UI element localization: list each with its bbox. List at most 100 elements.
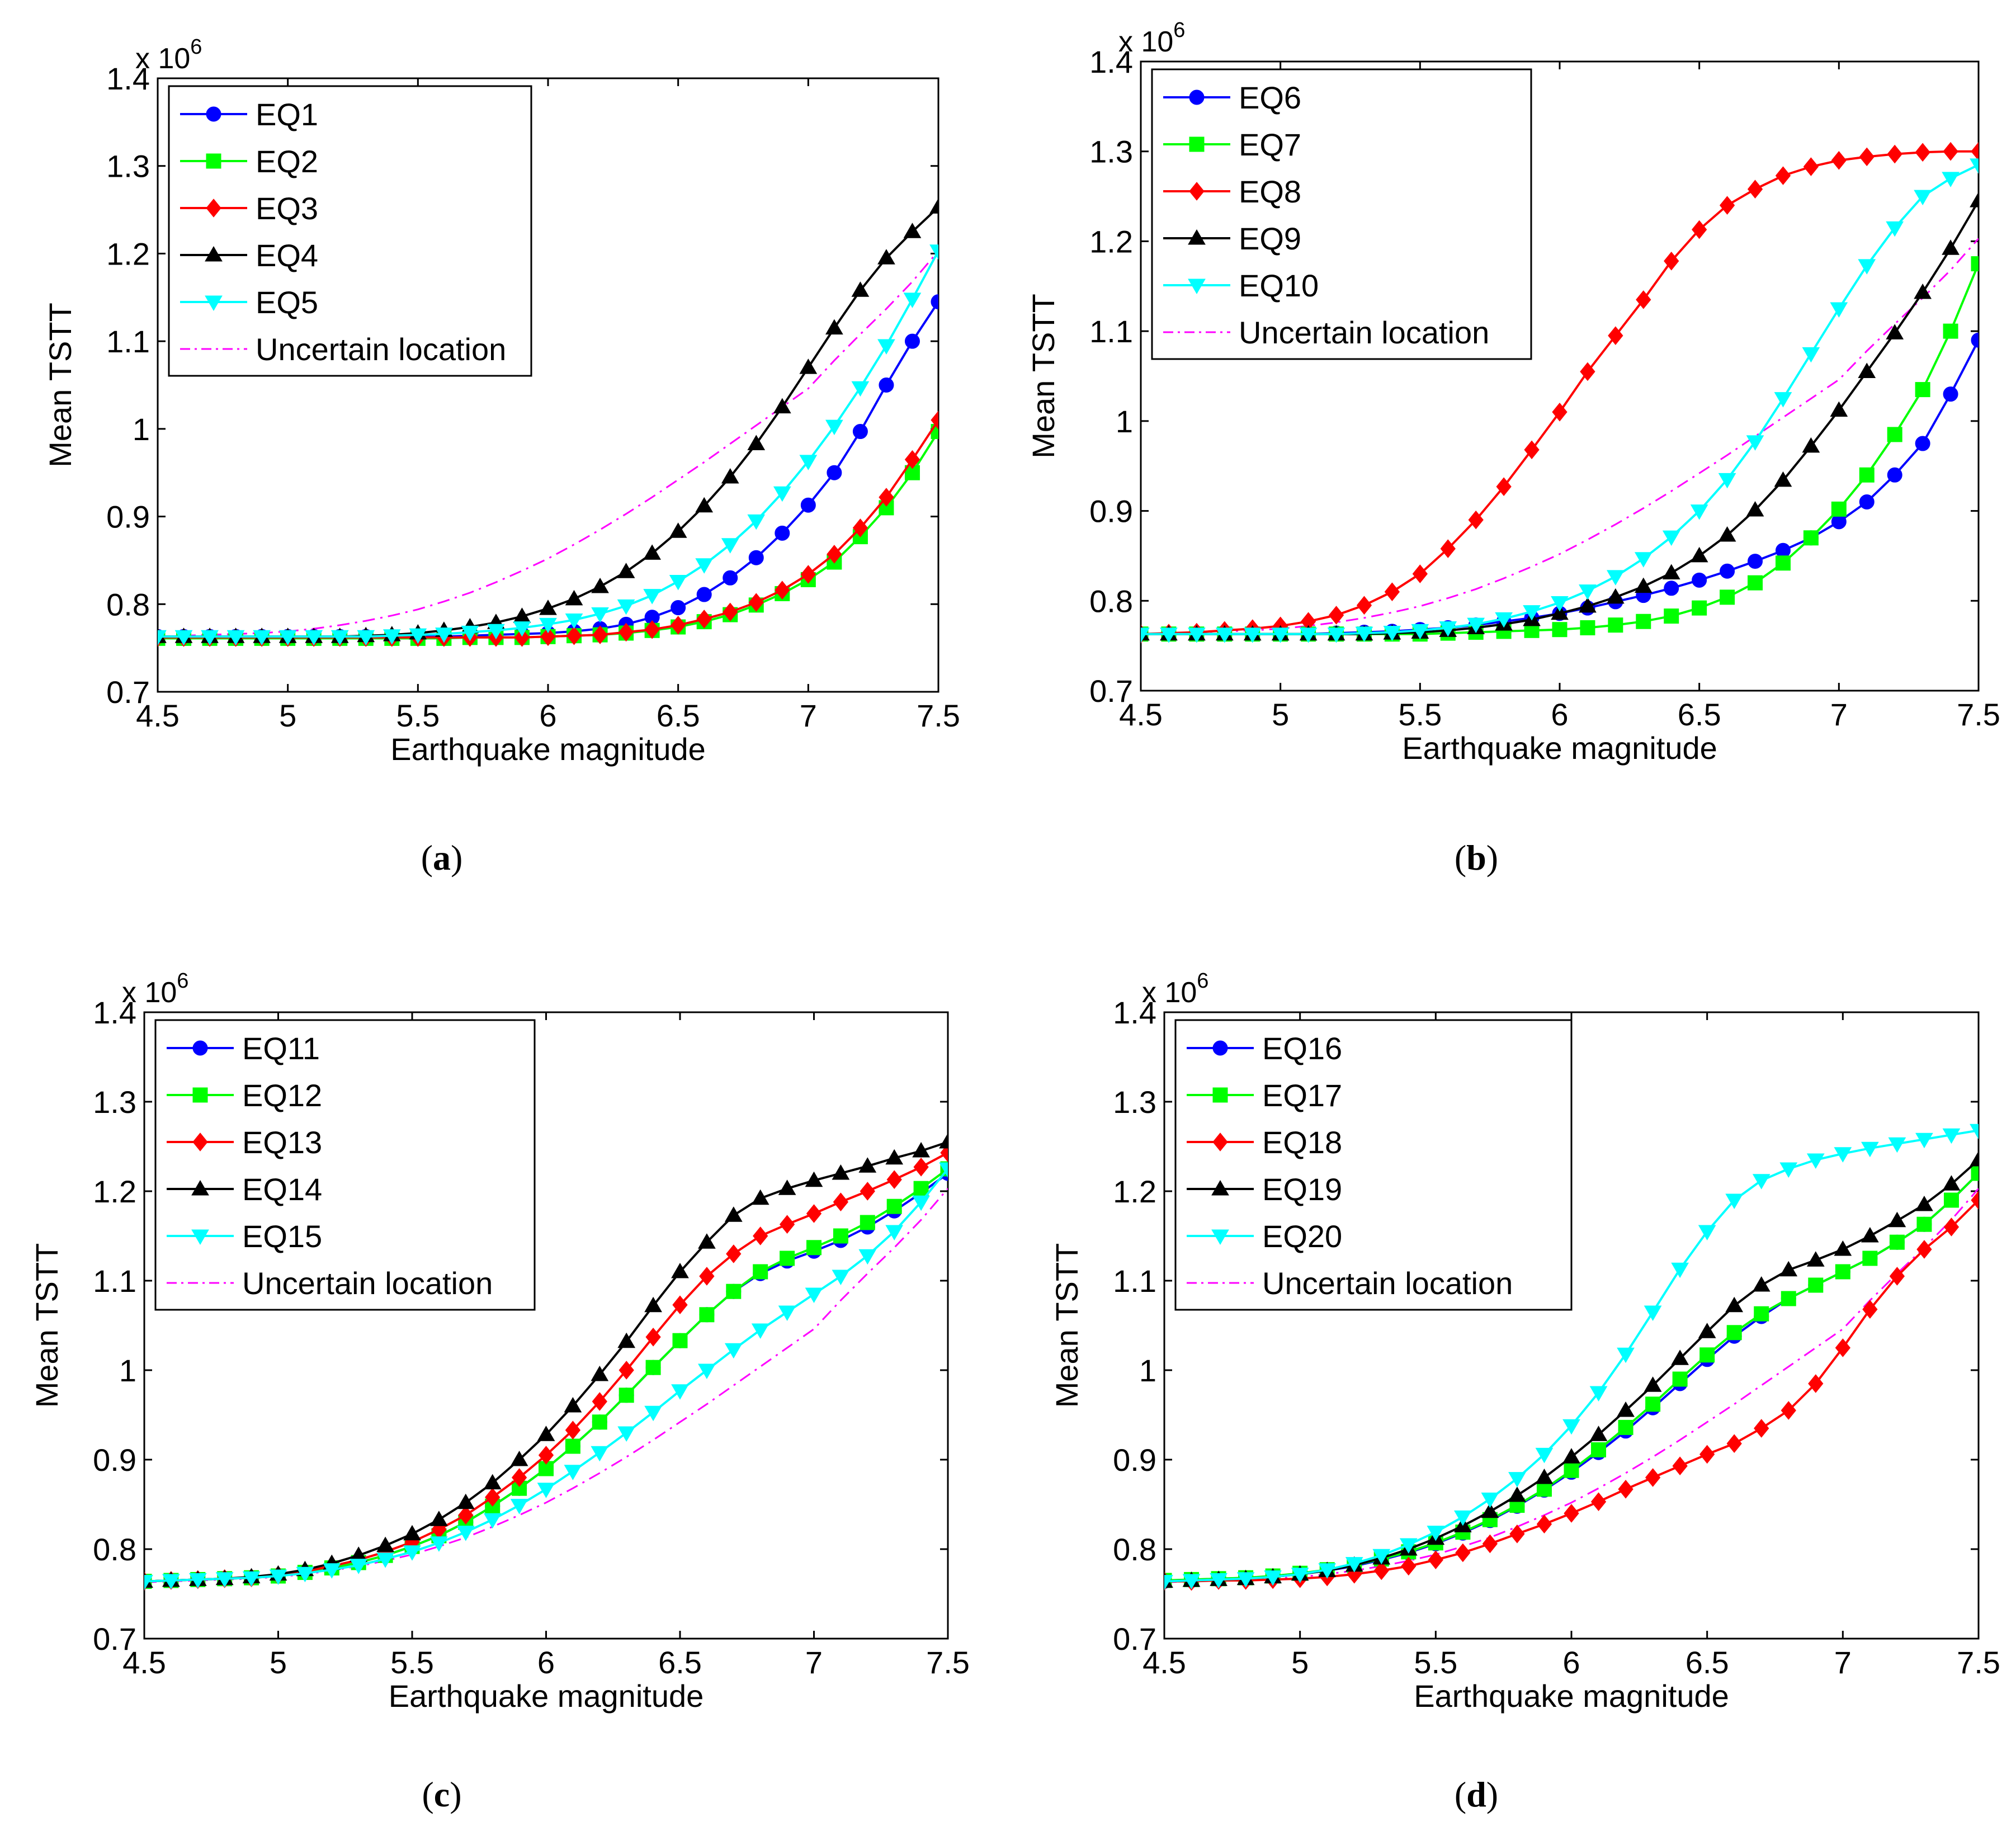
data-point [188, 1573, 207, 1589]
data-point [1591, 1442, 1607, 1457]
data-point [1634, 552, 1653, 568]
data-point [669, 522, 687, 538]
x-tick-label: 6.5 [1685, 1645, 1729, 1680]
data-point [487, 624, 505, 640]
data-point [323, 1563, 341, 1579]
data-point [539, 617, 557, 634]
data-point [724, 1206, 743, 1222]
data-point [1781, 1401, 1796, 1420]
data-point [645, 1328, 661, 1347]
data-point [672, 1333, 688, 1348]
data-point [617, 563, 635, 578]
data-point [162, 1574, 180, 1590]
data-point [1271, 627, 1290, 643]
x-tick-label: 7 [1830, 697, 1848, 732]
data-point [1726, 1434, 1742, 1453]
legend-marker [191, 1229, 209, 1245]
data-point [827, 465, 842, 480]
data-point [1887, 467, 1902, 483]
data-point [1802, 347, 1820, 363]
data-point [939, 1132, 948, 1149]
data-point [773, 486, 791, 502]
data-point [695, 558, 714, 574]
x-tick-label: 6 [537, 1645, 555, 1680]
data-point [1636, 290, 1651, 309]
data-point [1618, 1419, 1633, 1435]
data-point [1467, 617, 1485, 634]
data-point [1888, 1211, 1906, 1228]
x-tick-label: 5.5 [1414, 1645, 1457, 1680]
data-point [1835, 1264, 1850, 1280]
data-point [1580, 620, 1595, 635]
exponent-label: x 106 [1142, 969, 1208, 1009]
x-tick-label: 6.5 [1678, 697, 1721, 732]
data-point [1970, 1124, 1979, 1140]
data-point [1746, 435, 1764, 451]
data-point [1299, 627, 1318, 643]
data-point [1971, 332, 1979, 348]
data-point [825, 319, 843, 335]
data-point [726, 1283, 742, 1299]
data-point [1399, 1538, 1418, 1554]
data-point [566, 626, 582, 645]
exponent-base: x 10 [122, 976, 177, 1009]
y-tick-label: 1.1 [1113, 1263, 1156, 1299]
data-point [931, 294, 938, 310]
data-point [1808, 1374, 1824, 1393]
legend: EQ16 EQ17 EQ18 EQ19 EQ20 Uncertain location [1174, 1019, 1573, 1311]
exponent-base: x 10 [1142, 976, 1197, 1009]
data-point [1412, 564, 1428, 583]
data-point [1746, 501, 1764, 517]
data-point [430, 1511, 448, 1526]
legend-label: EQ4 [256, 238, 318, 273]
data-point [1664, 581, 1679, 596]
data-point [350, 1559, 368, 1574]
x-tick-label: 5.5 [396, 698, 440, 733]
data-point [1915, 1195, 1933, 1211]
caption-close: ) [1486, 838, 1498, 877]
data-point [723, 602, 738, 622]
data-point [1427, 1526, 1445, 1541]
legend-label: Uncertain location [1262, 1266, 1513, 1301]
data-point [644, 1296, 662, 1313]
caption-close: ) [1486, 1775, 1498, 1814]
data-point [832, 1164, 850, 1180]
data-point [833, 1192, 849, 1211]
caption-letter: c [434, 1775, 450, 1814]
data-point [671, 616, 686, 635]
data-point [242, 1571, 261, 1587]
plot-marks [1141, 141, 1979, 644]
data-point [1943, 141, 1958, 161]
data-point [1754, 1419, 1769, 1438]
y-tick-label: 1.4 [93, 995, 136, 1030]
data-point [1645, 1396, 1661, 1412]
data-point [1781, 1291, 1796, 1306]
x-tick-label: 6 [539, 698, 556, 733]
data-point [753, 1226, 768, 1245]
y-tick-label: 1.1 [93, 1263, 136, 1299]
legend-marker [1211, 1229, 1229, 1245]
data-point [357, 630, 375, 646]
data-point [1345, 1557, 1363, 1573]
data-point [1971, 1165, 1979, 1181]
data-point [1971, 1191, 1979, 1210]
data-point [1372, 1549, 1391, 1565]
data-point [1835, 1338, 1850, 1357]
data-point [913, 1181, 929, 1196]
data-point [1806, 1153, 1825, 1169]
data-point [1889, 1267, 1905, 1286]
data-point [1887, 144, 1902, 164]
data-point [860, 1182, 875, 1201]
legend-label: Uncertain location [242, 1266, 493, 1301]
data-point [409, 628, 427, 644]
data-point [1535, 1468, 1554, 1484]
data-point [1834, 1240, 1852, 1256]
data-point [537, 1483, 555, 1498]
data-point [1291, 1568, 1309, 1583]
data-point [780, 1250, 795, 1266]
data-point [619, 1361, 634, 1380]
data-point [1481, 1492, 1499, 1508]
data-point [1808, 1277, 1824, 1293]
legend-label: EQ14 [242, 1172, 322, 1207]
legend-marker [1188, 229, 1206, 245]
